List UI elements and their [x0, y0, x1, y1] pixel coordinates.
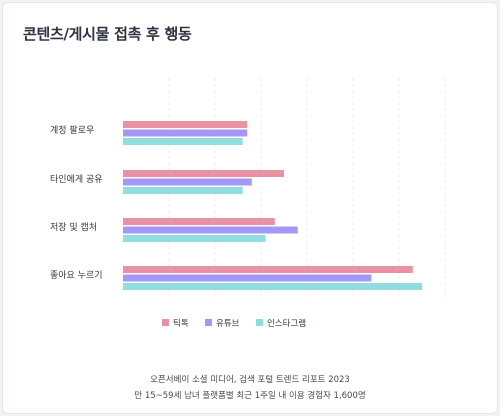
bar — [123, 218, 275, 225]
legend-label: 틱톡 — [173, 318, 189, 329]
bar — [123, 121, 248, 128]
bar — [123, 283, 422, 290]
source-line-1: 오픈서베이 소셜 미디어, 검색 포털 트렌드 리포트 2023 — [150, 375, 350, 385]
source-note: 오픈서베이 소셜 미디어, 검색 포털 트렌드 리포트 2023 만 15~59… — [0, 372, 500, 404]
legend-label: 인스타그램 — [267, 318, 306, 329]
chart-title: 콘텐츠/게시물 접촉 후 행동 — [23, 25, 192, 43]
source-line-2: 만 15~59세 남녀 플랫폼별 최근 1주일 내 이용 경험자 1,600명 — [134, 391, 366, 401]
bars — [123, 121, 422, 290]
category-label: 계정 팔로우 — [50, 124, 94, 136]
legend: 틱톡 유튜브 인스타그램 — [162, 318, 306, 329]
bar — [123, 187, 243, 194]
legend-swatch — [162, 319, 169, 326]
bar — [123, 138, 243, 145]
category-label: 타인에게 공유 — [50, 174, 103, 185]
bar — [123, 170, 284, 177]
bar — [123, 226, 298, 234]
bar — [123, 274, 372, 282]
legend-swatch — [256, 319, 263, 326]
bar — [123, 129, 248, 137]
category-label: 좋아요 누르기 — [50, 270, 103, 281]
category-label: 저장 및 캡처 — [50, 221, 97, 233]
bar — [123, 235, 266, 242]
bar — [123, 266, 413, 273]
bar — [123, 178, 252, 186]
legend-label: 유튜브 — [216, 319, 240, 329]
legend-swatch — [205, 319, 212, 326]
